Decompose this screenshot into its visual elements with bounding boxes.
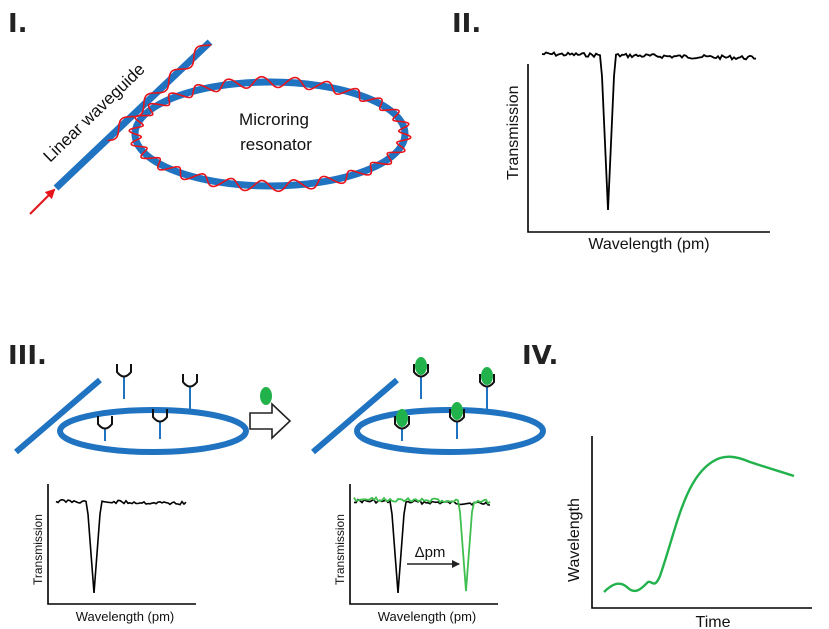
- receptor-cup: [152, 409, 168, 423]
- transmission-trace-before: [55, 498, 187, 594]
- wavelength-vs-time-curve: [603, 455, 795, 593]
- panel-1: I. Linear waveguide Microring resonator: [8, 9, 412, 215]
- receptor-cup: [116, 364, 132, 378]
- receptor-cup: [182, 374, 198, 388]
- ring-label-line1: Microring: [239, 110, 309, 129]
- panel-label-2: II.: [452, 9, 481, 39]
- receptor-cup: [394, 416, 410, 430]
- panel-label-4: IV.: [522, 341, 558, 371]
- green-oval-icon: [451, 402, 463, 420]
- sensor-before: [14, 364, 249, 455]
- waveguide-before: [14, 377, 102, 455]
- transmission-trace: [541, 51, 756, 211]
- receptor-cup: [479, 374, 495, 388]
- receptor-cup: [413, 364, 429, 378]
- ylabel-3b: Transmission: [333, 514, 347, 585]
- panel-2: II. Transmission Wavelength (pm): [452, 9, 770, 253]
- axes-3b: [349, 484, 498, 605]
- green-oval-icon: [260, 387, 272, 405]
- receptor-bound: [479, 367, 495, 409]
- xlabel-3a: Wavelength (pm): [76, 609, 175, 624]
- axes-3a: [47, 484, 196, 605]
- green-oval-icon: [396, 409, 408, 427]
- ylabel-4: Wavelength: [566, 498, 583, 582]
- ylabel-2: Transmission: [505, 85, 522, 180]
- y-receptor-icon: [116, 364, 132, 399]
- xlabel-4: Time: [696, 614, 731, 629]
- receptor-bound: [449, 402, 465, 439]
- linear-waveguide: [53, 39, 213, 191]
- panel-4: IV. Wavelength Time: [522, 341, 812, 629]
- receptor-bound: [413, 357, 429, 399]
- green-oval-icon: [481, 367, 493, 385]
- axes-4: [591, 436, 812, 609]
- transmission-trace-shifted: [353, 495, 491, 592]
- light-wave-waveguide: [107, 44, 212, 142]
- y-receptor-icon: [152, 409, 168, 439]
- axes-2: [527, 64, 770, 233]
- panel-label-3: III.: [8, 341, 47, 371]
- shift-label: Δpm: [415, 544, 446, 561]
- panel-label-1: I.: [8, 9, 28, 39]
- receptor-cup: [449, 409, 465, 423]
- green-oval-icon: [415, 357, 427, 375]
- microring-resonator: [131, 78, 409, 190]
- y-receptor-icon: [97, 416, 113, 441]
- panel-3: III. Transmission Wavelength (pm) Δpm Tr…: [8, 341, 546, 624]
- transmission-trace-original: [353, 498, 491, 594]
- xlabel-2: Wavelength (pm): [588, 236, 709, 253]
- red-arrow-icon: [29, 188, 56, 215]
- xlabel-3b: Wavelength (pm): [378, 609, 477, 624]
- light-wave-ring: [128, 75, 412, 193]
- hollow-right-arrow-icon: [249, 402, 292, 440]
- ring-label-line2: resonator: [240, 135, 312, 154]
- receptor-cup: [97, 416, 113, 430]
- receptor-bound: [394, 409, 410, 441]
- waveguide-after: [311, 377, 399, 455]
- ylabel-3a: Transmission: [31, 514, 45, 585]
- y-receptor-icon: [182, 374, 198, 409]
- sensor-after: [311, 357, 546, 455]
